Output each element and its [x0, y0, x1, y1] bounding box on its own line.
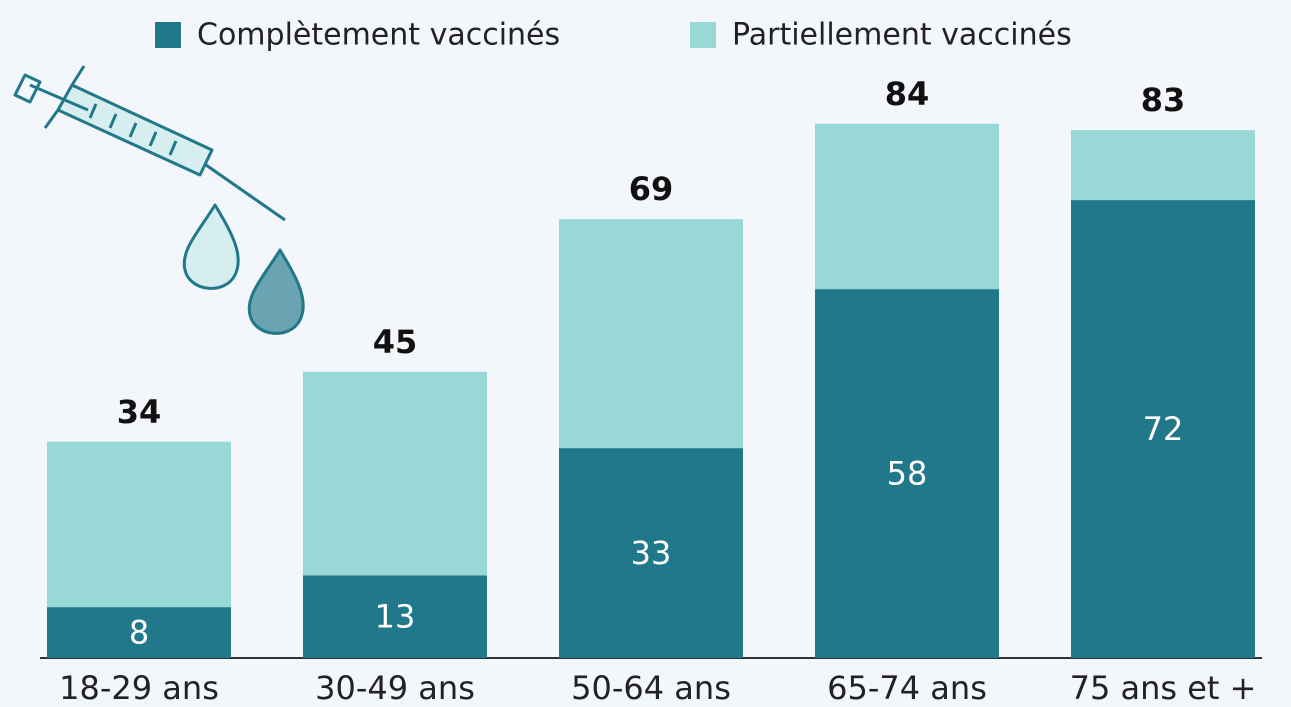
x-tick-label: 50-64 ans: [571, 669, 731, 707]
value-label: 33: [631, 534, 672, 572]
bar-segment: [815, 124, 999, 289]
x-tick-label: 75 ans et +: [1070, 669, 1257, 707]
value-label: 13: [375, 598, 416, 636]
legend-swatch: [690, 22, 716, 48]
total-label: 45: [373, 323, 418, 361]
bar-segment: [303, 372, 487, 576]
value-label: 58: [887, 455, 928, 493]
legend-swatch: [155, 22, 181, 48]
bar-segment: [559, 219, 743, 448]
legend-label: Partiellement vaccinés: [732, 18, 1072, 53]
bar-segment: [47, 442, 231, 607]
x-tick-label: 65-74 ans: [827, 669, 987, 707]
total-label: 34: [117, 393, 162, 431]
x-tick-label: 30-49 ans: [315, 669, 475, 707]
total-label: 83: [1141, 81, 1186, 119]
legend-label: Complètement vaccinés: [197, 18, 560, 53]
bar-segment: [1071, 130, 1255, 200]
total-label: 69: [629, 170, 674, 208]
x-tick-label: 18-29 ans: [59, 669, 219, 707]
value-label: 8: [129, 614, 149, 652]
value-label: 72: [1143, 410, 1184, 448]
total-label: 84: [885, 75, 930, 113]
chart: Complètement vaccinés Partiellement vacci…: [0, 0, 1291, 707]
